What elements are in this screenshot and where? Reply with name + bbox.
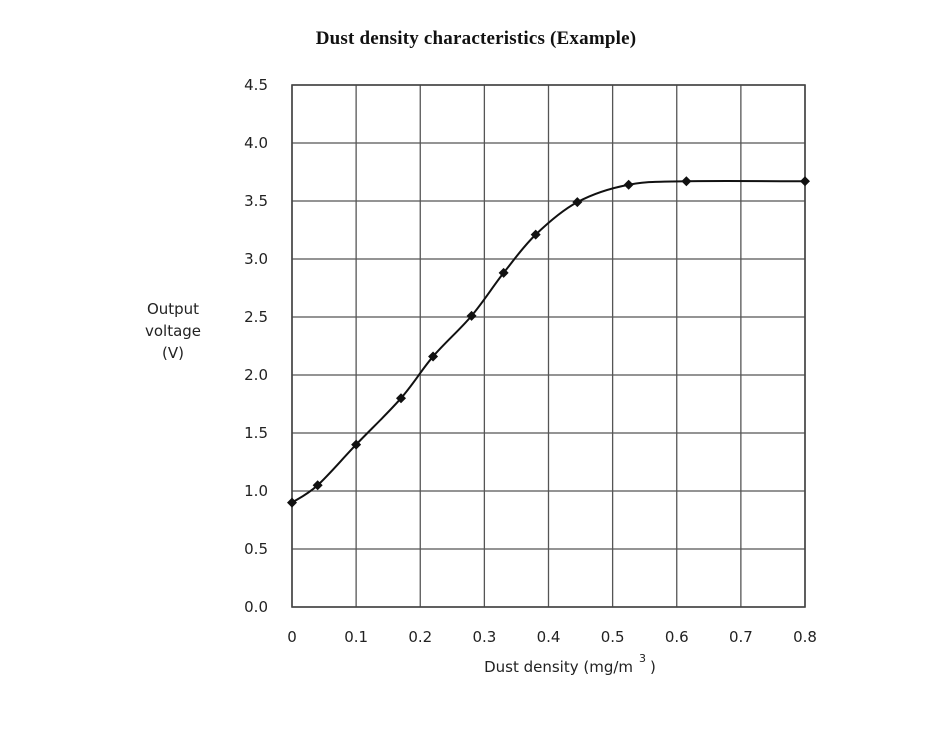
y-tick-label: 0.5 bbox=[244, 540, 268, 558]
x-axis-label-text: Dust density (mg/m bbox=[484, 658, 634, 676]
x-axis-label-suffix: ) bbox=[650, 658, 656, 676]
x-tick-label: 0.1 bbox=[344, 628, 368, 646]
x-tick-label: 0.6 bbox=[665, 628, 689, 646]
plot-border bbox=[291, 84, 806, 608]
y-axis-label-line: voltage bbox=[144, 322, 202, 340]
y-axis-label-line: Output bbox=[146, 300, 200, 318]
x-tick-label: 0.2 bbox=[408, 628, 432, 646]
x-axis-label-superscript: 3 bbox=[639, 652, 647, 665]
diamond-marker-icon bbox=[287, 497, 297, 508]
diamond-marker-icon bbox=[351, 439, 362, 450]
y-axis-label-line: (V) bbox=[162, 344, 184, 362]
grid-lines bbox=[291, 84, 806, 608]
x-tick-label: 0.5 bbox=[601, 628, 625, 646]
x-tick-label: 0 bbox=[287, 628, 297, 646]
y-tick-label: 3.0 bbox=[244, 250, 268, 268]
x-tick-label: 0.3 bbox=[472, 628, 496, 646]
chart-title: Dust density characteristics (Example) bbox=[315, 28, 637, 49]
y-tick-label: 4.0 bbox=[244, 134, 268, 152]
y-tick-label: 1.5 bbox=[244, 424, 268, 442]
y-tick-label: 2.5 bbox=[244, 308, 268, 326]
y-tick-label: 1.0 bbox=[244, 482, 268, 500]
y-tick-label: 0.0 bbox=[244, 598, 268, 616]
diamond-marker-icon bbox=[312, 480, 323, 491]
x-axis-label: Dust density (mg/m 3) bbox=[420, 652, 720, 676]
diamond-marker-icon bbox=[498, 267, 509, 278]
diamond-marker-icon bbox=[396, 393, 407, 404]
y-axis-label: Output voltage (V) bbox=[128, 298, 218, 364]
diamond-marker-icon bbox=[466, 310, 477, 321]
diamond-marker-icon bbox=[681, 176, 692, 187]
x-tick-label: 0.7 bbox=[729, 628, 753, 646]
x-axis-ticks: 0 0.1 0.2 0.3 0.4 0.5 0.6 0.7 0.8 bbox=[287, 628, 817, 646]
data-markers bbox=[287, 176, 810, 508]
diamond-marker-icon bbox=[428, 351, 439, 362]
diamond-marker-icon bbox=[572, 197, 583, 208]
x-tick-label: 0.8 bbox=[793, 628, 817, 646]
diamond-marker-icon bbox=[530, 229, 541, 240]
y-tick-label: 4.5 bbox=[244, 76, 268, 94]
x-tick-label: 0.4 bbox=[537, 628, 561, 646]
diamond-marker-icon bbox=[800, 176, 810, 187]
y-tick-label: 2.0 bbox=[244, 366, 268, 384]
diamond-marker-icon bbox=[623, 179, 634, 190]
y-axis-ticks: 0.0 0.5 1.0 1.5 2.0 2.5 3.0 3.5 4.0 4.5 bbox=[244, 76, 268, 616]
y-tick-label: 3.5 bbox=[244, 192, 268, 210]
